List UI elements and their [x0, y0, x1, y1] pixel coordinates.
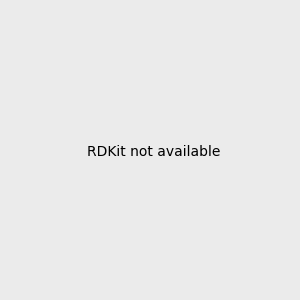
- Text: RDKit not available: RDKit not available: [87, 145, 220, 158]
